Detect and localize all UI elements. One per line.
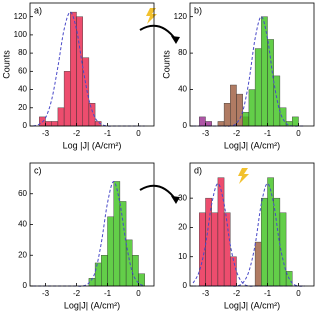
histogram-bar	[230, 84, 237, 127]
histogram-bar	[248, 89, 256, 127]
arrow-head	[171, 196, 180, 204]
y-tick-label: 40	[18, 85, 27, 94]
histogram-bar	[63, 71, 71, 127]
histogram-bar	[199, 116, 206, 127]
y-tick-label: 40	[18, 220, 27, 229]
x-tick-label: -3	[42, 289, 50, 298]
histogram-bar	[261, 197, 268, 287]
histogram-bar	[236, 93, 243, 127]
histogram-bar	[292, 116, 299, 127]
histogram-bar	[125, 239, 133, 287]
y-tick-label: 0	[23, 121, 28, 130]
panel-label: b)	[194, 5, 202, 15]
y-tick-label: 80	[178, 48, 187, 57]
x-tick-label: -2	[233, 289, 241, 298]
histogram-bar	[273, 197, 281, 287]
y-tick-label: 0	[23, 281, 28, 290]
histogram-bar	[101, 255, 108, 287]
x-tick-label: -1	[264, 129, 272, 138]
histogram-bar	[107, 216, 114, 287]
arrow	[139, 184, 177, 201]
histogram-bar	[254, 48, 262, 127]
y-tick-label: 0	[183, 281, 188, 290]
histogram-bar	[217, 121, 225, 127]
histogram-bar	[267, 177, 274, 287]
x-tick-label: -3	[42, 129, 50, 138]
x-tick-label: 0	[296, 289, 301, 298]
y-tick-label: 10	[178, 252, 187, 261]
x-tick-label: -1	[264, 289, 272, 298]
panel-label: c)	[34, 165, 42, 175]
y-tick-label: 30	[178, 193, 187, 202]
histogram-bar	[57, 107, 65, 127]
histogram-bar	[51, 121, 59, 127]
plot-frame	[29, 2, 155, 127]
x-tick-label: -2	[73, 129, 81, 138]
y-tick-label: 120	[174, 12, 188, 21]
x-tick-label: 0	[136, 289, 141, 298]
lightning-icon	[146, 8, 157, 24]
histogram-bar	[267, 39, 274, 127]
histogram-bar	[205, 121, 212, 127]
histogram-bar	[279, 107, 287, 127]
y-axis-label: Counts	[161, 50, 171, 79]
histogram-bar	[242, 112, 250, 127]
y-tick-label: 100	[14, 30, 28, 39]
histogram-bar	[230, 256, 237, 287]
y-tick-label: 60	[18, 189, 27, 198]
x-tick-label: 0	[136, 129, 141, 138]
histogram-bar	[254, 241, 262, 287]
histogram-bar	[273, 75, 281, 127]
plot-frame	[189, 162, 315, 287]
x-tick-label: -3	[202, 289, 210, 298]
x-axis-label: Log |J| (A/cm²)	[63, 140, 122, 150]
lightning-icon	[238, 168, 249, 184]
histogram-bar	[211, 212, 219, 287]
plot-frame	[189, 2, 315, 127]
x-axis-label: Log|J| (A/cm²)	[64, 300, 120, 310]
histogram-bar	[94, 262, 102, 287]
arrow	[139, 24, 177, 41]
histogram-bar	[205, 197, 212, 287]
panel-label: a)	[34, 5, 42, 15]
histogram-bar	[45, 121, 52, 127]
x-axis-label: Log|J| (A/cm²)	[224, 300, 280, 310]
panel-label: d)	[194, 165, 202, 175]
histogram-bar	[82, 57, 90, 127]
x-tick-label: -2	[233, 129, 241, 138]
x-tick-label: -1	[104, 289, 112, 298]
x-tick-label: -3	[202, 129, 210, 138]
y-tick-label: 20	[178, 223, 187, 232]
x-axis-label: Log|J| (A/cm²)	[224, 140, 280, 150]
histogram-bar	[217, 177, 225, 287]
y-tick-label: 0	[183, 121, 188, 130]
histogram-bar	[113, 181, 121, 287]
arrow-head	[171, 36, 180, 44]
x-tick-label: -1	[104, 129, 112, 138]
fit-curve	[33, 180, 145, 287]
x-tick-label: 0	[296, 129, 301, 138]
y-tick-label: 20	[18, 103, 27, 112]
y-axis-label: Counts	[1, 50, 11, 79]
y-tick-label: 40	[178, 85, 187, 94]
x-tick-label: -2	[73, 289, 81, 298]
y-tick-label: 60	[18, 66, 27, 75]
y-tick-label: 20	[18, 250, 27, 259]
y-tick-label: 120	[14, 12, 28, 21]
histogram-bar	[119, 201, 127, 287]
histogram-bar	[223, 103, 231, 127]
fit-curve	[193, 16, 305, 127]
y-tick-label: 80	[18, 48, 27, 57]
histogram-bar	[70, 11, 77, 127]
histogram-bar	[138, 273, 145, 287]
